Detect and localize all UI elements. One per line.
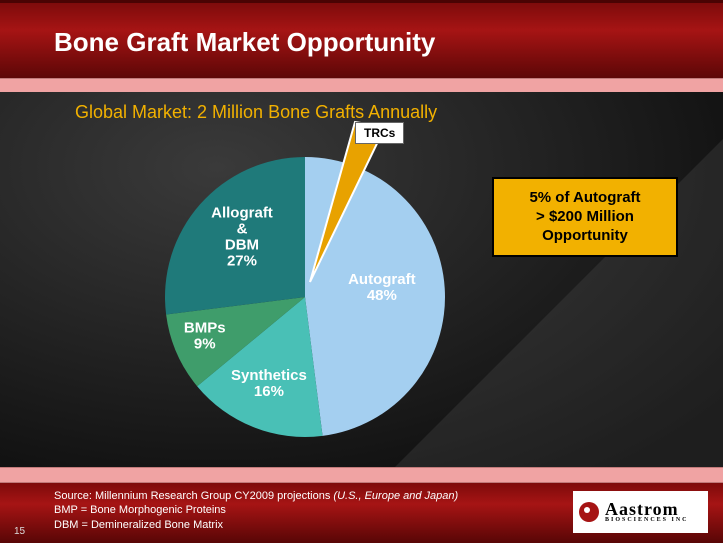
logo-subbrand: BIOSCIENCES INC	[605, 517, 689, 523]
pie-chart: Autograft48%Synthetics16%BMPs9%Allograft…	[155, 147, 455, 447]
trc-label: TRCs	[355, 122, 404, 144]
source-line: Source: Millennium Research Group CY2009…	[54, 489, 458, 503]
footer-banner: Source: Millennium Research Group CY2009…	[0, 483, 723, 543]
source-italic: (U.S., Europe and Japan)	[333, 490, 458, 502]
pie-slices	[165, 157, 445, 437]
slide: Bone Graft Market Opportunity Global Mar…	[0, 0, 723, 543]
logo-brand: Aastrom	[605, 501, 689, 517]
subtitle: Global Market: 2 Million Bone Grafts Ann…	[75, 102, 437, 123]
logo-text: Aastrom BIOSCIENCES INC	[605, 501, 689, 523]
abbrev-line: DBM = Demineralized Bone Matrix	[54, 518, 458, 532]
content-area: Global Market: 2 Million Bone Grafts Ann…	[0, 92, 723, 469]
opportunity-callout: 5% of Autograft > $200 Million Opportuni…	[492, 177, 678, 257]
aastrom-logo: Aastrom BIOSCIENCES INC	[573, 491, 708, 533]
header-banner: Bone Graft Market Opportunity	[0, 0, 723, 81]
footnotes: Source: Millennium Research Group CY2009…	[54, 489, 458, 532]
page-number: 15	[14, 526, 25, 537]
abbrev-line: BMP = Bone Morphogenic Proteins	[54, 503, 458, 517]
callout-line: Opportunity	[500, 227, 670, 246]
page-title: Bone Graft Market Opportunity	[54, 27, 435, 58]
logo-dot-icon	[579, 502, 599, 522]
callout-line: 5% of Autograft	[500, 189, 670, 208]
divider-bottom	[0, 467, 723, 483]
pie-svg: Autograft48%Synthetics16%BMPs9%Allograft…	[155, 147, 455, 447]
source-text: Source: Millennium Research Group CY2009…	[54, 490, 333, 502]
callout-line: > $200 Million	[500, 208, 670, 227]
